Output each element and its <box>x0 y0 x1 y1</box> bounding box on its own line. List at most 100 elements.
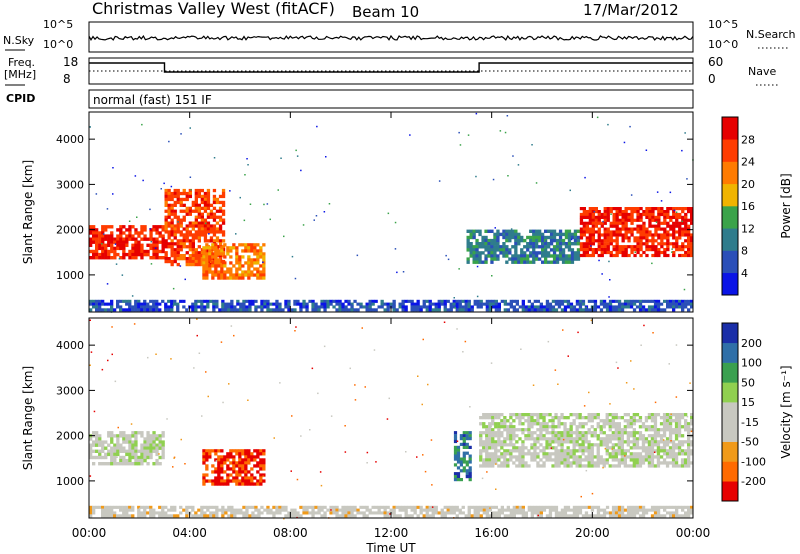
velocity-cell-2 <box>383 511 387 515</box>
velocity-cell-2 <box>431 508 435 512</box>
power-cell-5 <box>95 299 99 303</box>
velocity-speckle <box>562 329 564 331</box>
power-cell-1 <box>170 245 174 249</box>
velocity-speckle <box>373 349 376 351</box>
power-cell-4 <box>645 239 649 243</box>
power-cell-5 <box>467 308 471 312</box>
velocity-cell-4 <box>608 464 612 468</box>
power-cell-4 <box>657 233 661 237</box>
power-cell-4 <box>678 236 682 240</box>
velocity-speckle <box>486 471 488 473</box>
power-cell-0 <box>152 256 156 260</box>
power-cell-5 <box>449 302 453 306</box>
velocity-speckle <box>443 321 446 323</box>
velocity-cell-2 <box>521 511 525 515</box>
power-cell-1 <box>185 236 189 240</box>
velocity-cell-4 <box>539 416 543 420</box>
power-cell-4 <box>654 224 658 228</box>
power-cell-3 <box>538 245 542 249</box>
power-cell-3 <box>502 245 506 249</box>
velocity-cell-2 <box>407 514 411 518</box>
power-cell-3 <box>475 257 479 261</box>
velocity-cell-2 <box>590 505 595 509</box>
power-cell-4 <box>615 210 619 214</box>
velocity-speckle <box>291 415 293 417</box>
power-cell-2 <box>238 258 242 262</box>
velocity-cell-4 <box>545 455 549 459</box>
power-cell-4 <box>636 218 640 222</box>
velocity-cell-2 <box>518 505 522 509</box>
power-cell-3 <box>478 232 482 237</box>
velocity-cell-4 <box>662 428 667 432</box>
velocity-cell-4 <box>572 458 576 462</box>
velocity-cell-1 <box>262 464 266 468</box>
power-cell-3 <box>508 248 512 252</box>
velocity-cell-2 <box>491 514 495 518</box>
velocity-cell-4 <box>587 458 591 462</box>
power-cell-4 <box>615 215 619 219</box>
velocity-cell-2 <box>377 511 381 515</box>
power-cell-3 <box>490 248 494 252</box>
velocity-cell-2 <box>500 508 504 512</box>
velocity-cell-4 <box>521 416 525 420</box>
power-cell-3 <box>564 245 569 249</box>
power-cell-5 <box>620 305 625 309</box>
power-cell-0 <box>149 228 153 232</box>
velocity-cell-4 <box>494 443 498 447</box>
power-cell-3 <box>511 254 515 258</box>
velocity-cell-0 <box>149 437 153 441</box>
power-cell-1 <box>203 227 208 231</box>
power-cell-1 <box>176 227 180 231</box>
power-cell-0 <box>110 256 114 260</box>
power-cell-4 <box>687 239 691 243</box>
velocity-cell-4 <box>653 464 658 468</box>
velocity-cell-2 <box>617 508 622 512</box>
velocity-cell-2 <box>212 514 216 518</box>
velocity-speckle <box>624 455 626 457</box>
power-cell-5 <box>623 299 628 303</box>
power-cell-1 <box>209 215 214 219</box>
velocity-cell-4 <box>527 428 531 432</box>
velocity-cell-0 <box>134 431 138 435</box>
velocity-cell-3 <box>465 431 469 435</box>
power-speckle <box>609 279 611 281</box>
velocity-cell-4 <box>563 461 567 465</box>
velocity-cell-4 <box>680 425 685 429</box>
power-cell-3 <box>496 229 500 233</box>
velocity-cell-2 <box>443 514 447 518</box>
power-cell-3 <box>490 245 494 249</box>
velocity-cell-4 <box>545 425 549 429</box>
power-cell-2 <box>247 258 251 262</box>
velocity-cell-4 <box>641 443 646 447</box>
power-cell-5 <box>155 299 159 303</box>
velocity-cell-4 <box>638 455 643 459</box>
power-cell-4 <box>624 248 628 252</box>
power-cell-2 <box>256 276 260 280</box>
power-cell-4 <box>606 218 610 222</box>
power-cell-0 <box>113 237 117 241</box>
velocity-cell-2 <box>623 508 628 512</box>
power-cell-3 <box>547 260 551 264</box>
power-cell-5 <box>200 308 204 312</box>
power-cell-5 <box>467 305 471 309</box>
power-cell-2 <box>232 264 236 268</box>
velocity-cell-4 <box>512 434 516 438</box>
power-cell-4 <box>636 242 640 246</box>
power-cell-3 <box>481 238 485 243</box>
velocity-cell-4 <box>653 434 658 438</box>
velocity-cell-1 <box>232 464 236 468</box>
velocity-cell-4 <box>632 440 636 444</box>
velocity-speckle <box>417 375 419 377</box>
power-cell-4 <box>594 221 598 225</box>
velocity-cell-2 <box>581 514 586 518</box>
velocity-cell-2 <box>299 514 303 518</box>
power-cell-5 <box>251 302 255 306</box>
velocity-cell-4 <box>488 464 492 468</box>
velocity-cell-2 <box>470 514 474 518</box>
power-cell-4 <box>579 248 584 252</box>
power-cell-5 <box>437 302 441 306</box>
velocity-cell-4 <box>482 458 486 462</box>
velocity-cell-4 <box>488 452 492 456</box>
velocity-cell-2 <box>638 508 643 512</box>
power-cell-4 <box>648 233 652 237</box>
